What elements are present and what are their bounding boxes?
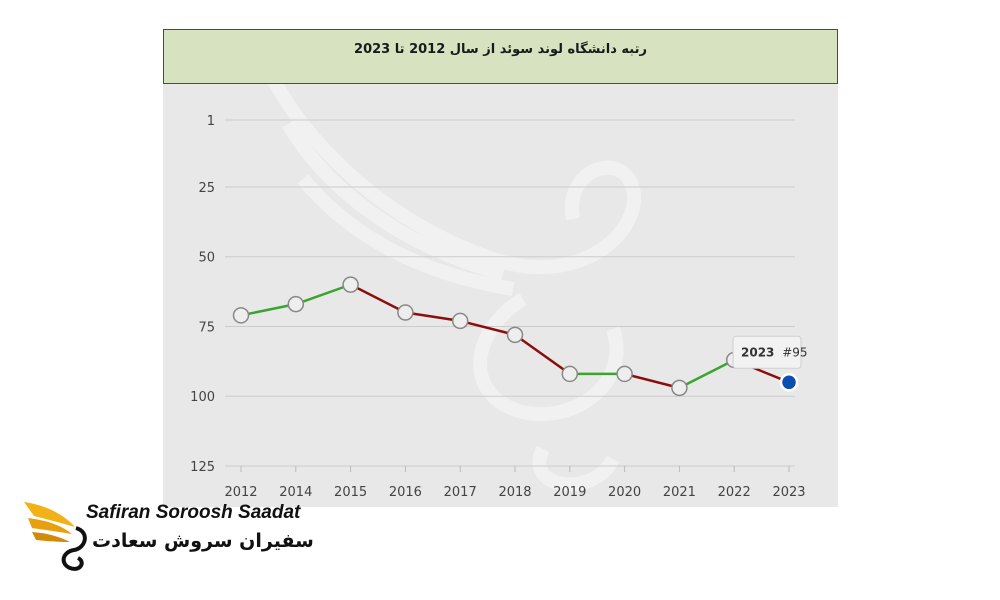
x-tick-label: 2018 — [498, 485, 531, 500]
tooltip-box — [732, 335, 802, 369]
x-tick-label: 2022 — [718, 485, 751, 500]
chart-frame: 1 25 50 75 100 125 2012 2014 2015 2016 2017 2018 201… — [163, 29, 838, 507]
chart-title-bar: رتبه دانشگاه لوند سوئد از سال 2012 تا 20… — [163, 29, 838, 84]
tooltip: 2023 #95 — [732, 335, 808, 369]
data-point[interactable] — [616, 365, 633, 383]
x-tick-label: 2021 — [663, 485, 696, 500]
line-segment — [458, 319, 517, 337]
x-tick-label: 2020 — [608, 485, 641, 500]
y-tick-label: 25 — [198, 181, 215, 196]
x-tick-label: 2015 — [334, 485, 367, 500]
tooltip-year: 2023 — [741, 345, 774, 359]
x-tick-label: 2016 — [389, 485, 422, 500]
x-tick-label: 2014 — [279, 485, 312, 500]
line-segment — [513, 333, 572, 376]
data-point[interactable] — [671, 379, 688, 397]
line-segment — [404, 311, 462, 323]
data-point[interactable] — [397, 304, 414, 321]
x-tick-label: 2012 — [224, 485, 257, 500]
y-tick-label: 75 — [198, 320, 215, 335]
x-tick-label: 2019 — [553, 485, 586, 500]
x-tick-label: 2023 — [772, 485, 805, 500]
line-segment — [239, 302, 298, 317]
y-tick-label: 125 — [190, 460, 215, 475]
data-point[interactable] — [506, 326, 524, 344]
line-segment — [678, 358, 736, 390]
data-point[interactable] — [342, 276, 359, 293]
x-tick-label: 2017 — [444, 485, 477, 500]
y-tick-label: 50 — [198, 251, 215, 266]
logo-wing-icon — [24, 502, 87, 571]
data-point[interactable] — [451, 312, 469, 330]
data-point[interactable] — [561, 365, 579, 383]
data-point-highlighted[interactable] — [779, 373, 799, 392]
data-point[interactable] — [232, 307, 250, 324]
logo-text-en: Safiran Soroosh Saadat — [86, 502, 301, 523]
chart-title: رتبه دانشگاه لوند سوئد از سال 2012 تا 20… — [354, 42, 647, 57]
line-segment — [623, 372, 681, 390]
company-logo: Safiran Soroosh Saadat سفیران سروش سعادت — [20, 492, 314, 582]
line-segment — [349, 283, 407, 314]
y-tick-label: 100 — [190, 390, 215, 405]
data-point[interactable] — [287, 295, 305, 313]
logo-text-fa: سفیران سروش سعادت — [92, 530, 314, 552]
svg-text:2023 #95: 2023 #95 — [741, 345, 808, 359]
line-segment — [294, 283, 352, 306]
tooltip-rank: #95 — [782, 345, 807, 359]
y-tick-label: 1 — [207, 114, 215, 129]
